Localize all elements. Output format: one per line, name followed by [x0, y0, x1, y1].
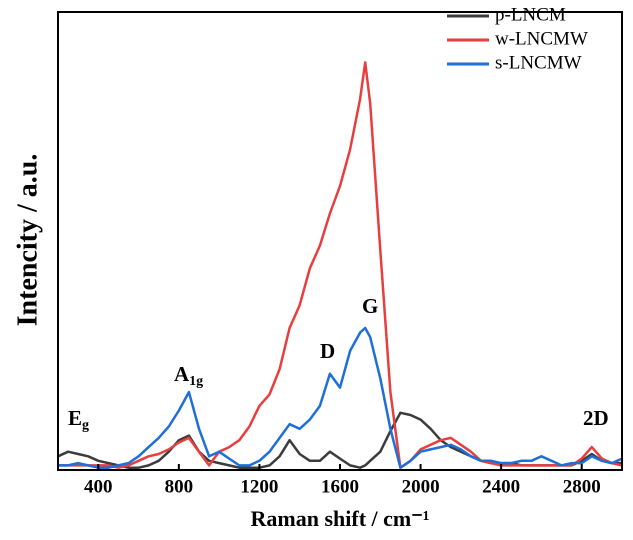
annotation-subscript: g	[82, 418, 89, 433]
y-axis-label: Intencity / a.u.	[12, 154, 43, 327]
annotation-text: G	[362, 294, 378, 318]
x-tick-label: 2000	[402, 476, 440, 497]
data-line	[58, 326, 623, 469]
x-tick-label: 1200	[240, 476, 278, 497]
legend-label: p-LNCM	[495, 4, 566, 25]
annotation: A1g	[174, 362, 203, 389]
annotation: 2D	[583, 406, 609, 430]
annotation-text: 2D	[583, 406, 609, 430]
legend-label: w-LNCMW	[495, 28, 588, 49]
x-tick-label: 800	[165, 476, 194, 497]
annotation: G	[362, 294, 378, 318]
legend-label: s-LNCMW	[495, 52, 582, 73]
x-tick-label: 2400	[482, 476, 520, 497]
annotation-text: A	[174, 362, 190, 386]
x-tick-label: 400	[84, 476, 113, 497]
annotation-text: D	[320, 339, 335, 363]
x-tick-label: 2800	[563, 476, 601, 497]
annotation: D	[320, 339, 335, 363]
x-axis-label: Raman shift / cm⁻¹	[251, 506, 430, 531]
annotation-text: E	[68, 406, 82, 430]
annotation: Eg	[68, 406, 89, 433]
plot-frame	[57, 11, 623, 471]
annotation-subscript: 1g	[189, 374, 203, 389]
x-tick-label: 1600	[321, 476, 359, 497]
data-line	[58, 61, 623, 469]
